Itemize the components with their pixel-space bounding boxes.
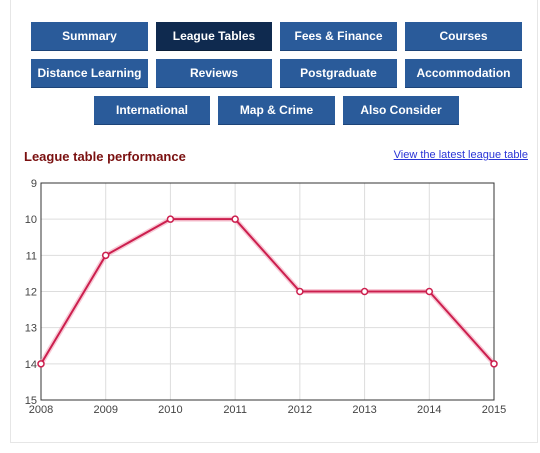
series-line xyxy=(40,218,495,365)
view-latest-league-table-link[interactable]: View the latest league table xyxy=(393,149,528,161)
plot-border xyxy=(40,182,495,401)
data-point xyxy=(231,215,239,223)
data-point xyxy=(101,251,110,260)
x-tick-label: 2015 xyxy=(482,404,506,416)
nav-postgraduate-button[interactable]: Postgraduate xyxy=(280,59,397,87)
y-tick-label: 15 xyxy=(25,395,37,407)
x-tick-label: 2011 xyxy=(223,404,247,416)
y-tick-label: 12 xyxy=(25,287,37,299)
nav-courses-button[interactable]: Courses xyxy=(405,22,522,50)
x-tick-label: 2010 xyxy=(158,404,182,416)
x-tick-label: 2014 xyxy=(417,404,441,416)
data-point xyxy=(166,215,175,223)
nav-league-tables-button[interactable]: League Tables xyxy=(156,22,272,50)
nav-fees-finance-button[interactable]: Fees & Finance xyxy=(280,22,397,50)
data-point xyxy=(296,287,304,296)
x-tick-label: 2009 xyxy=(93,404,117,416)
nav-reviews-button[interactable]: Reviews xyxy=(156,59,272,87)
data-point xyxy=(37,360,45,368)
nav-map-crime-button[interactable]: Map & Crime xyxy=(218,96,335,124)
nav-international-button[interactable]: International xyxy=(94,96,210,124)
y-tick-label: 14 xyxy=(25,359,37,371)
nav-also-consider-button[interactable]: Also Consider xyxy=(343,96,459,124)
nav-distance-learning-button[interactable]: Distance Learning xyxy=(31,59,148,87)
section-title: League table performance xyxy=(24,149,186,164)
data-point xyxy=(425,287,434,296)
y-tick-label: 11 xyxy=(26,250,37,262)
y-tick-label: 10 xyxy=(25,214,37,226)
y-tick-label: 13 xyxy=(25,323,37,335)
y-tick-label: 9 xyxy=(31,178,37,190)
x-tick-label: 2013 xyxy=(352,404,376,416)
data-point xyxy=(490,360,498,368)
data-point xyxy=(360,287,369,296)
x-tick-label: 2012 xyxy=(288,404,312,416)
nav-summary-button[interactable]: Summary xyxy=(31,22,148,50)
x-tick-label: 2008 xyxy=(29,404,53,416)
nav-accommodation-button[interactable]: Accommodation xyxy=(405,59,522,87)
